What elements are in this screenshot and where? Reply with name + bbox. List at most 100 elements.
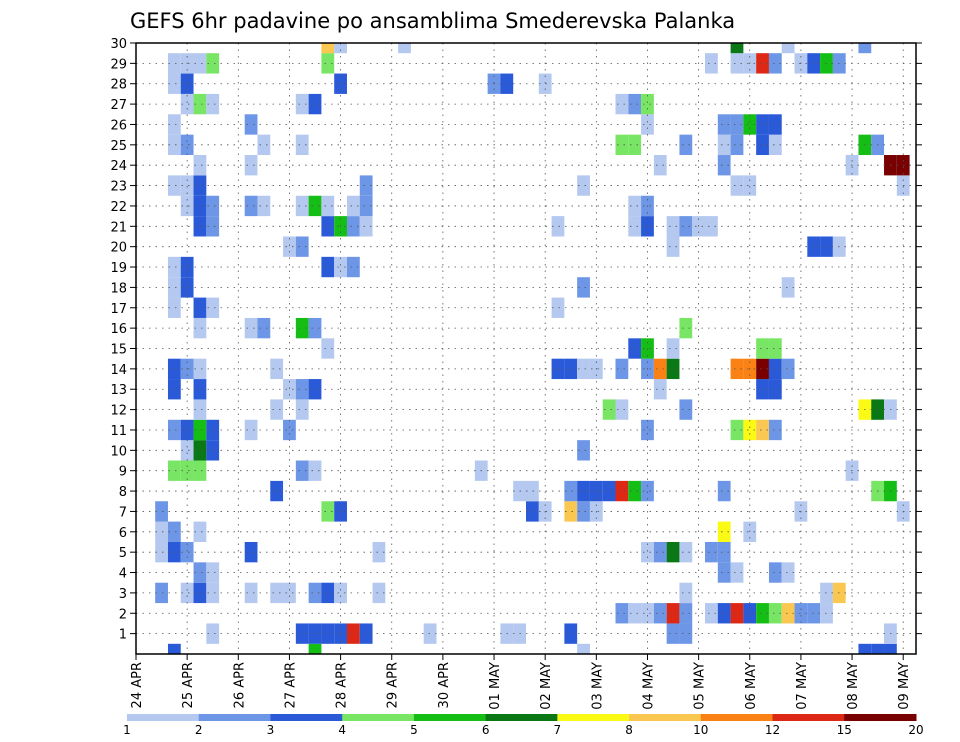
precip-cell xyxy=(705,603,718,624)
colorbar-label: 4 xyxy=(338,723,346,737)
x-tick-label: 01 MAY xyxy=(488,662,503,710)
precip-cell xyxy=(321,501,335,522)
precip-cell xyxy=(705,53,718,74)
precip-cell xyxy=(308,643,322,654)
precip-cell xyxy=(526,480,539,502)
x-tick-label: 08 MAY xyxy=(846,662,861,710)
precip-cell xyxy=(743,603,757,624)
precip-cell xyxy=(334,73,347,94)
y-tick-label: 12 xyxy=(110,404,127,419)
precip-cell xyxy=(564,480,578,502)
precip-cell xyxy=(167,175,181,196)
precip-cell xyxy=(781,43,795,54)
precip-cell xyxy=(167,541,181,563)
x-tick-label: 27 APR xyxy=(283,662,298,708)
precip-cell xyxy=(193,175,207,196)
x-tick-label: 06 MAY xyxy=(744,662,759,710)
colorbar-label: 3 xyxy=(267,723,275,737)
precip-cell xyxy=(538,73,552,94)
precip-cell xyxy=(756,338,769,359)
precip-cell xyxy=(193,195,207,217)
precip-cell xyxy=(244,195,258,217)
colorbar-segment xyxy=(629,714,702,721)
precip-cell xyxy=(807,236,821,257)
precip-cell xyxy=(653,541,667,563)
colorbar-label: 7 xyxy=(554,723,562,737)
precip-cell xyxy=(167,134,181,156)
precip-cell xyxy=(180,419,194,441)
precip-cell xyxy=(641,114,654,135)
precip-cell xyxy=(781,562,795,583)
precip-cell xyxy=(193,399,207,420)
precip-cell xyxy=(717,603,731,624)
precip-cell xyxy=(321,338,335,359)
precip-cell xyxy=(641,541,654,563)
precip-cell xyxy=(717,155,731,176)
x-tick-label: 07 MAY xyxy=(795,662,810,710)
precip-cell xyxy=(295,93,309,115)
colorbar-label: 12 xyxy=(765,723,780,737)
precip-cell xyxy=(602,399,616,420)
precip-cell xyxy=(730,175,744,196)
y-tick-label: 1 xyxy=(119,628,127,643)
precip-cell xyxy=(346,623,360,644)
precip-cell xyxy=(167,379,181,400)
precip-cell xyxy=(768,114,782,135)
precip-cell xyxy=(653,379,667,400)
precip-cell xyxy=(308,93,322,115)
precip-cell xyxy=(717,521,731,542)
precip-cell xyxy=(794,603,808,624)
precip-cell xyxy=(653,358,667,380)
precip-cell xyxy=(321,582,335,604)
precip-cell xyxy=(334,43,347,54)
precip-cell xyxy=(193,317,207,339)
precip-cell xyxy=(768,134,782,156)
precip-cell xyxy=(730,603,744,624)
precip-cell xyxy=(615,399,629,420)
precip-cell xyxy=(193,460,207,481)
y-tick-label: 25 xyxy=(110,139,127,154)
x-tick-label: 26 APR xyxy=(232,662,247,708)
colorbar-label: 2 xyxy=(195,723,203,737)
precip-cell xyxy=(577,501,590,522)
y-tick-label: 24 xyxy=(110,159,127,174)
colorbar-label: 10 xyxy=(693,723,708,737)
precip-cell xyxy=(180,73,194,94)
precip-cell xyxy=(193,440,207,461)
precip-cell xyxy=(807,603,821,624)
precip-cell xyxy=(615,603,629,624)
colorbar-segment xyxy=(198,714,271,721)
precip-cell xyxy=(884,643,897,654)
precip-cell xyxy=(244,582,258,604)
precip-cell xyxy=(564,358,578,380)
precip-cell xyxy=(321,43,335,54)
x-tick-label: 28 APR xyxy=(335,662,350,708)
precip-cell xyxy=(206,623,220,644)
precip-cell xyxy=(244,541,258,563)
precip-cell xyxy=(155,582,168,604)
precip-cell xyxy=(180,582,194,604)
precip-cell xyxy=(321,256,335,278)
x-tick-label: 03 MAY xyxy=(590,662,605,710)
y-tick-label: 21 xyxy=(110,220,127,235)
precip-cell xyxy=(628,216,642,237)
precip-cell xyxy=(666,236,680,257)
x-tick-label: 25 APR xyxy=(181,662,196,708)
precip-cell xyxy=(270,399,284,420)
precip-cell xyxy=(730,358,744,380)
x-tick-label: 24 APR xyxy=(130,662,145,708)
precip-cell xyxy=(768,358,782,380)
precip-cell xyxy=(628,134,642,156)
precip-cell xyxy=(743,175,757,196)
precip-cell xyxy=(551,358,565,380)
x-tick-label: 04 MAY xyxy=(641,662,656,710)
colorbar-label: 1 xyxy=(123,723,131,737)
precip-cell xyxy=(730,419,744,441)
precip-cell xyxy=(155,521,168,542)
y-tick-label: 23 xyxy=(110,180,127,195)
precip-cell xyxy=(244,155,258,176)
precip-cell xyxy=(679,623,693,644)
precip-cell xyxy=(577,440,590,461)
y-tick-label: 26 xyxy=(110,118,127,133)
precip-cell xyxy=(193,419,207,441)
